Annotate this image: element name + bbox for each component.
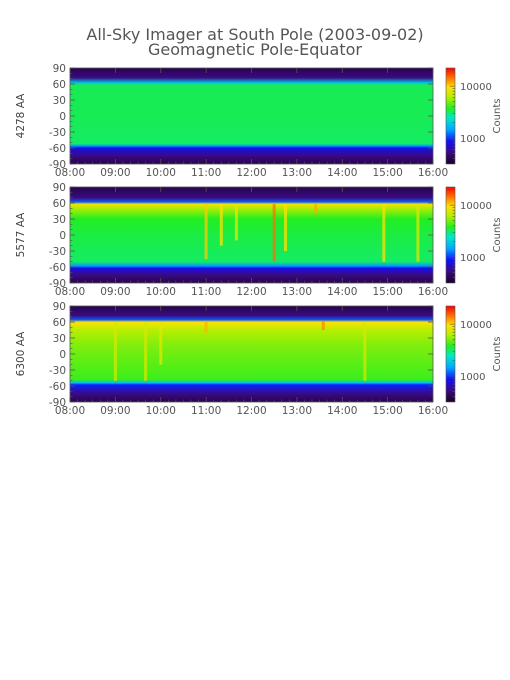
colorbar-label: Counts — [492, 218, 503, 253]
aurora-feature — [272, 204, 276, 262]
y-tick-label: 30 — [53, 95, 66, 107]
aurora-feature — [113, 322, 117, 381]
colorbar-tick-label: 10000 — [460, 201, 492, 212]
y-tick-label: 90 — [53, 301, 66, 313]
y-axis-label: 5577 AA — [15, 212, 27, 258]
colorbar — [445, 186, 456, 284]
aurora-feature — [219, 204, 223, 246]
aurora-feature — [416, 204, 420, 262]
heatmap-image — [70, 68, 433, 164]
x-tick-label: 15:00 — [372, 405, 402, 417]
x-tick-label: 14:00 — [327, 286, 357, 298]
x-tick-label: 14:00 — [327, 405, 357, 417]
y-axis-label: 4278 AA — [15, 93, 27, 139]
colorbar-tick-label: 1000 — [460, 134, 485, 145]
x-tick-label: 16:00 — [418, 167, 448, 179]
x-tick-label: 09:00 — [100, 405, 130, 417]
x-tick-label: 11:00 — [191, 405, 221, 417]
y-tick-label: -90 — [49, 159, 66, 171]
aurora-feature — [382, 204, 386, 262]
x-tick-label: 10:00 — [146, 167, 176, 179]
x-tick-label: 15:00 — [372, 286, 402, 298]
x-tick-label: 10:00 — [146, 405, 176, 417]
chart-title: All-Sky Imager at South Pole (2003-09-02… — [86, 25, 423, 44]
y-tick-label: 0 — [59, 111, 66, 123]
x-tick-label: 08:00 — [55, 286, 85, 298]
x-tick-label: 13:00 — [282, 286, 312, 298]
y-tick-label: -30 — [49, 246, 66, 258]
aurora-feature — [204, 204, 208, 259]
y-tick-label: 0 — [59, 230, 66, 242]
panel-1: 08:00 09:00 10:00 11:00 12:00 13:00 14:00 15:00… — [15, 63, 503, 179]
colorbar-label: Counts — [492, 99, 503, 134]
x-tick-label: 10:00 — [146, 286, 176, 298]
x-tick-label: 16:00 — [418, 286, 448, 298]
x-tick-label: 13:00 — [282, 405, 312, 417]
aurora-feature — [314, 204, 318, 214]
aurora-feature — [284, 204, 287, 251]
y-tick-label: -60 — [49, 381, 66, 393]
y-tick-label: 60 — [53, 198, 66, 210]
y-tick-label: -90 — [49, 397, 66, 409]
x-tick-label: 08:00 — [55, 405, 85, 417]
aurora-feature — [204, 322, 208, 333]
x-tick-label: 11:00 — [191, 286, 221, 298]
x-tick-label: 16:00 — [418, 405, 448, 417]
aurora-feature — [144, 322, 148, 381]
panel-2: 08:00 09:00 10:00 11:00 12:00 13:00 14:00 15:00… — [15, 182, 503, 298]
y-tick-label: 30 — [53, 214, 66, 226]
x-tick-label: 13:00 — [282, 167, 312, 179]
colorbar-label: Counts — [492, 337, 503, 372]
y-axis-label: 6300 AA — [15, 331, 27, 377]
panel-3: 08:00 09:00 10:00 11:00 12:00 13:00 14:00 15:00… — [15, 301, 503, 417]
heatmap-image — [70, 187, 433, 283]
y-tick-label: 60 — [53, 317, 66, 329]
y-tick-label: 90 — [53, 182, 66, 194]
aurora-feature — [363, 322, 367, 381]
x-tick-label: 12:00 — [236, 286, 266, 298]
x-tick-label: 12:00 — [236, 405, 266, 417]
x-tick-label: 12:00 — [236, 167, 266, 179]
y-tick-label: -60 — [49, 143, 66, 155]
colorbar-tick-label: 10000 — [460, 82, 492, 93]
panels: 08:00 09:00 10:00 11:00 12:00 13:00 14:00 15:00… — [15, 63, 503, 417]
x-tick-label: 14:00 — [327, 167, 357, 179]
colorbar — [445, 305, 456, 403]
y-tick-label: 90 — [53, 63, 66, 75]
aurora-feature — [234, 204, 238, 241]
x-tick-label: 15:00 — [372, 167, 402, 179]
colorbar-tick-label: 1000 — [460, 372, 485, 383]
y-tick-label: -90 — [49, 278, 66, 290]
y-tick-label: 0 — [59, 349, 66, 361]
colorbar-tick-label: 1000 — [460, 253, 485, 264]
y-tick-label: -30 — [49, 365, 66, 377]
aurora-feature — [321, 320, 325, 330]
heatmap-image — [70, 306, 433, 402]
y-tick-label: -60 — [49, 262, 66, 274]
chart-subtitle: Geomagnetic Pole-Equator — [148, 40, 362, 59]
y-tick-label: 30 — [53, 333, 66, 345]
aurora-feature — [159, 322, 163, 365]
x-tick-label: 09:00 — [100, 286, 130, 298]
x-tick-label: 09:00 — [100, 167, 130, 179]
x-tick-label: 08:00 — [55, 167, 85, 179]
y-tick-label: -30 — [49, 127, 66, 139]
x-tick-label: 11:00 — [191, 167, 221, 179]
colorbar — [445, 67, 456, 165]
y-tick-label: 60 — [53, 79, 66, 91]
colorbar-tick-label: 10000 — [460, 320, 492, 331]
